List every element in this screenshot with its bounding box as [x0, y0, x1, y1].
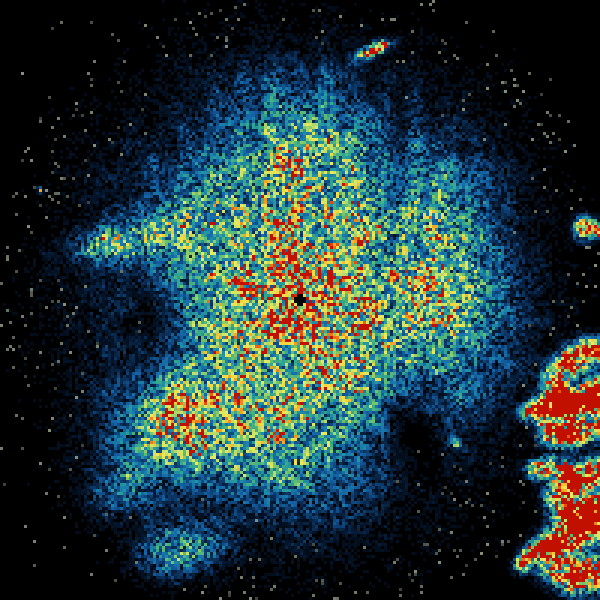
image-viewport: False-colour intensity map black-blue-cy… [0, 0, 600, 600]
false-colour-intensity-map [0, 0, 600, 600]
